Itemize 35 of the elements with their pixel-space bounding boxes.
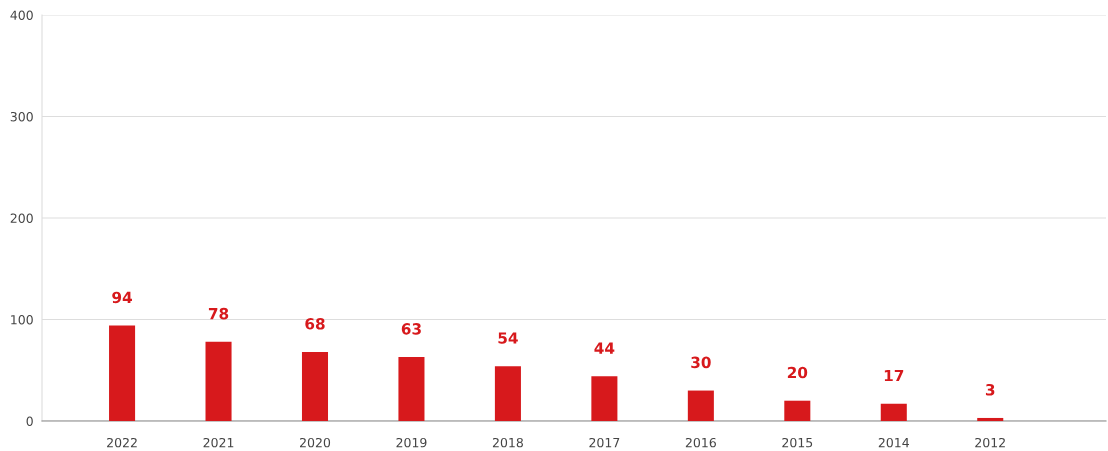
data-label: 78	[208, 307, 229, 320]
data-label: 3	[985, 383, 995, 396]
bar	[301, 351, 329, 421]
x-tick-label: 2016	[685, 437, 716, 448]
data-label: 30	[691, 356, 711, 369]
data-label: 63	[401, 323, 421, 335]
data-label: 17	[884, 369, 904, 382]
x-tick-label: 2020	[300, 437, 331, 448]
x-tick-label: 2017	[589, 437, 620, 448]
x-tick-label: 2012	[975, 437, 1005, 448]
bar	[494, 366, 521, 421]
bar	[880, 403, 907, 421]
data-label: 68	[305, 318, 325, 330]
x-tick-label: 2018	[492, 437, 523, 448]
data-label: 20	[787, 366, 808, 379]
x-tick-label: 2015	[782, 437, 813, 448]
bar	[205, 341, 232, 421]
data-label: 94	[112, 291, 132, 304]
bar	[977, 417, 1004, 421]
data-label: 54	[498, 332, 518, 344]
y-tick-label: 200	[10, 213, 33, 223]
bar	[687, 390, 714, 421]
y-tick-label: 300	[10, 111, 33, 122]
bar	[784, 400, 811, 421]
x-tick-label: 2021	[203, 437, 234, 448]
bar	[109, 325, 136, 421]
x-tick-label: 2014	[878, 437, 909, 448]
data-label: 44	[594, 342, 615, 354]
x-tick-label: 2019	[396, 437, 427, 448]
x-tick-label: 2022	[107, 437, 137, 448]
y-tick-label: 100	[11, 314, 33, 325]
y-tick-label: 400	[10, 10, 33, 20]
bar	[398, 357, 425, 421]
bar	[591, 376, 618, 421]
y-tick-label: 0	[26, 416, 33, 426]
